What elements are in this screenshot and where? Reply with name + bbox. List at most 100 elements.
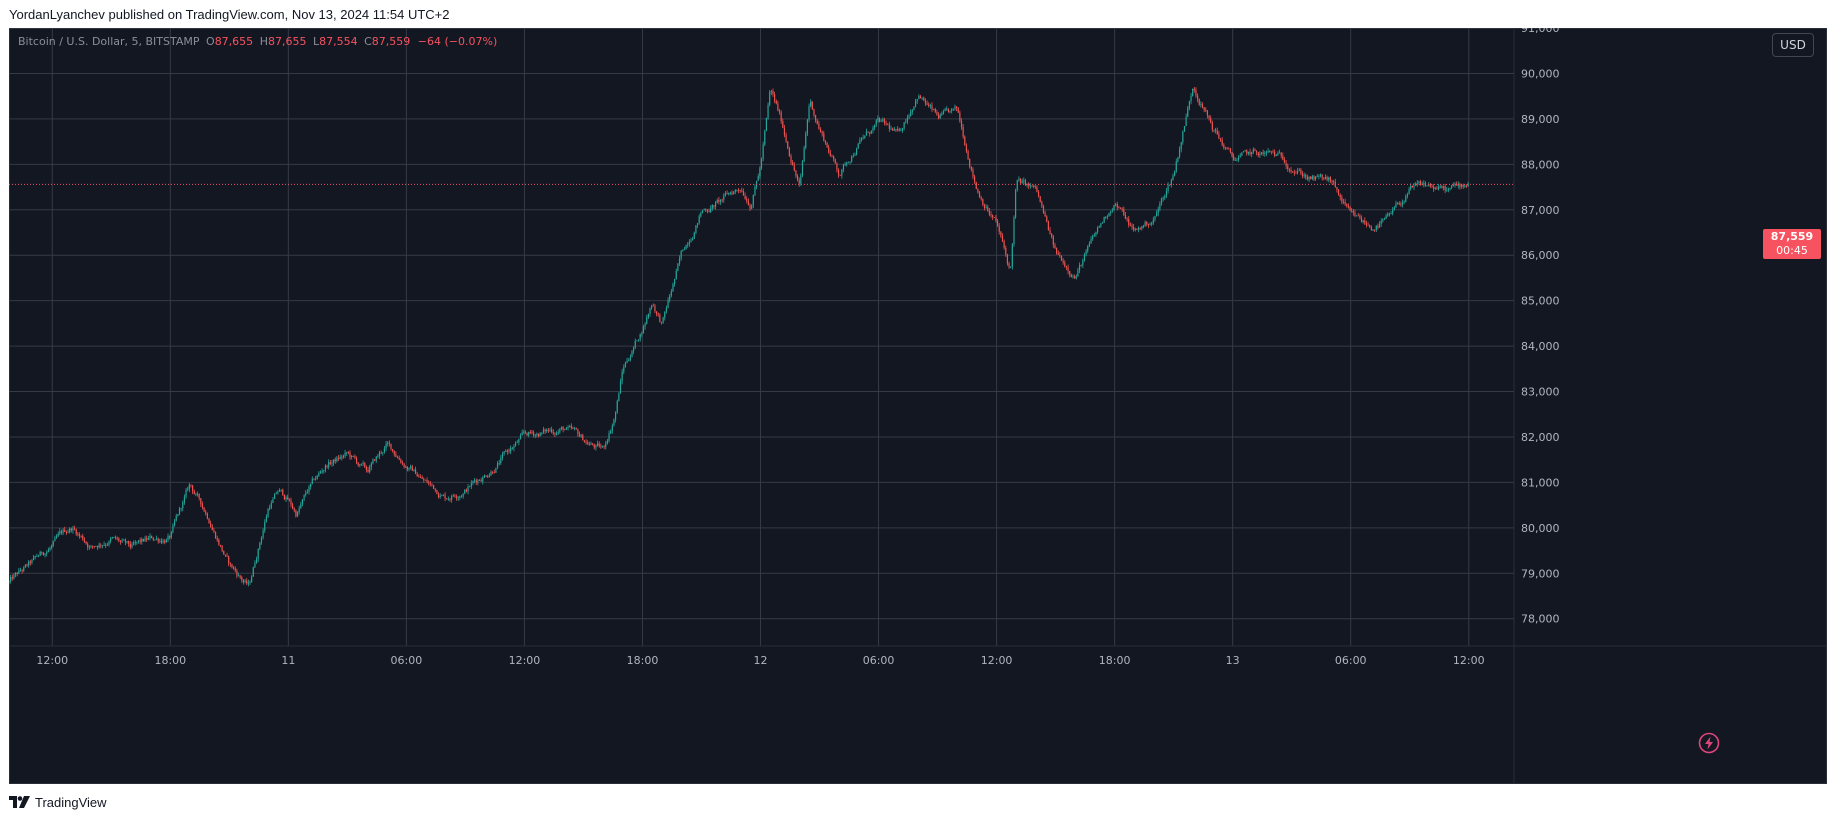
candle (1224, 146, 1227, 151)
candle (354, 454, 356, 460)
candle (746, 196, 748, 204)
candle (1290, 166, 1292, 174)
candle (203, 506, 205, 512)
candle (805, 131, 807, 150)
candle (347, 450, 349, 455)
candle (905, 118, 907, 124)
candle (877, 115, 879, 123)
candle (234, 566, 236, 573)
candle (1298, 168, 1300, 172)
candle (711, 204, 713, 211)
candle (696, 222, 699, 229)
candle (995, 215, 997, 223)
chart-frame[interactable] (9, 28, 1827, 784)
candle (621, 368, 623, 385)
candle (587, 440, 589, 445)
candle (626, 357, 628, 364)
candle (1198, 98, 1200, 107)
candle (1144, 220, 1146, 227)
candle-layer (9, 86, 1469, 587)
price-tick-label: 84,000 (1521, 340, 1560, 353)
candle (1442, 185, 1445, 191)
candle (1377, 223, 1379, 230)
candle (629, 354, 631, 362)
candle (403, 462, 405, 469)
candle (680, 249, 682, 261)
candle (175, 513, 177, 522)
candle (936, 109, 938, 116)
candle (1411, 185, 1413, 188)
candle (1274, 149, 1276, 158)
candle (213, 527, 215, 534)
candle (678, 255, 681, 266)
candle (501, 451, 504, 461)
candle (416, 471, 418, 477)
candle (719, 199, 722, 205)
bar-countdown: 00:45 (1776, 244, 1808, 257)
candlestick-chart[interactable]: 78,000 79,000 80,000 81,000 82,000 83,000 84,0… (9, 28, 1827, 784)
candle (1175, 158, 1177, 173)
price-tick-label: 82,000 (1521, 431, 1560, 444)
candle (270, 500, 272, 510)
candle (1119, 207, 1122, 210)
candle (560, 426, 563, 431)
candle (1464, 184, 1466, 188)
candle (1105, 216, 1107, 219)
candle (1349, 206, 1351, 211)
candle (1331, 179, 1333, 185)
candle (1462, 183, 1464, 190)
candle (1151, 221, 1153, 227)
candle (1092, 234, 1094, 241)
candle (718, 196, 720, 205)
candle (1244, 149, 1246, 152)
time-axis[interactable]: 12:00 18:00 11 06:00 12:00 18:00 12 06:00 12:00 1… (36, 654, 1484, 667)
candle (69, 527, 71, 534)
candle (792, 159, 794, 166)
candle (1049, 226, 1051, 235)
price-tick-label: 85,000 (1521, 295, 1560, 308)
candle (382, 452, 384, 456)
candle (1141, 225, 1143, 231)
currency-button[interactable]: USD (1772, 33, 1814, 57)
candle (1178, 146, 1181, 159)
candle (751, 204, 753, 210)
lightning-bolt-icon[interactable] (1698, 732, 1720, 754)
candle (1257, 152, 1259, 158)
candle (1234, 157, 1236, 161)
candle (519, 433, 522, 440)
symbol-legend[interactable]: Bitcoin / U.S. Dollar, 5, BITSTAMP O87,6… (18, 35, 497, 48)
candle (1206, 110, 1209, 119)
candle (328, 459, 330, 470)
candle (275, 491, 277, 495)
candle (1241, 152, 1243, 157)
candle (1441, 184, 1443, 189)
candle (116, 536, 118, 541)
candle (577, 428, 579, 437)
candle (541, 432, 543, 436)
candle (405, 465, 407, 469)
candle (357, 462, 359, 467)
candle (16, 572, 18, 577)
candle (764, 129, 766, 147)
price-tick-label: 89,000 (1521, 113, 1560, 126)
candle (1392, 207, 1394, 216)
candle (693, 231, 695, 239)
candle (1370, 225, 1372, 231)
candle (760, 157, 763, 171)
candle (934, 107, 936, 114)
candle (439, 493, 441, 499)
candle (821, 130, 823, 137)
candle (1242, 150, 1245, 153)
candle (1103, 216, 1105, 224)
symbol-title[interactable]: Bitcoin / U.S. Dollar, 5, BITSTAMP (18, 35, 200, 48)
candle (1183, 126, 1186, 132)
price-axis[interactable]: 78,000 79,000 80,000 81,000 82,000 83,000 84,0… (1521, 28, 1560, 626)
candle (616, 399, 618, 414)
candle (1228, 147, 1230, 150)
candle (613, 418, 615, 427)
candle (1270, 151, 1272, 155)
candle (1287, 163, 1289, 172)
candle (1415, 182, 1417, 186)
candle (1347, 203, 1350, 209)
candle (652, 303, 654, 307)
